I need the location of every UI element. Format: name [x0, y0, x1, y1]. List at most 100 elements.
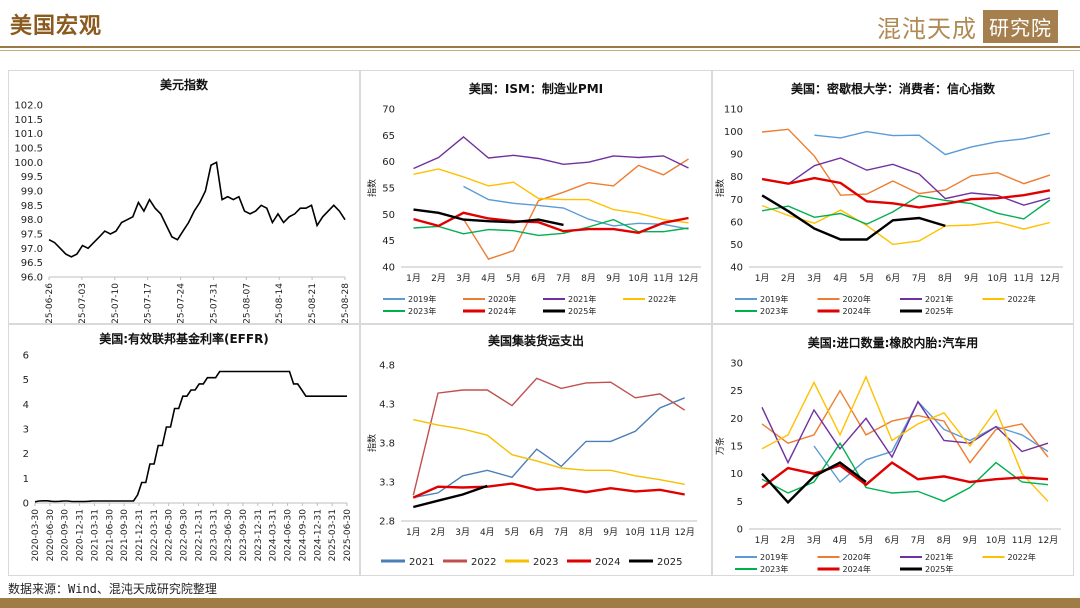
- x-tick-label: 11月: [653, 273, 673, 284]
- chart-title: 美国：ISM：制造业PMI: [469, 81, 603, 96]
- legend-label: 2020年: [488, 294, 516, 304]
- y-tick-label: 99.5: [21, 172, 43, 183]
- series-line: [413, 208, 564, 227]
- header: 美国宏观 混沌天成 研究院: [0, 0, 1080, 48]
- legend-label: 2022年: [1008, 294, 1036, 304]
- y-tick-label: 15: [730, 442, 743, 453]
- x-tick-label: 2021-03-31: [90, 509, 100, 561]
- x-tick-label: 2025-06-26: [45, 283, 55, 323]
- x-tick-label: 10月: [625, 527, 645, 538]
- series-line: [412, 482, 685, 499]
- x-tick-label: 2023-12-31: [254, 509, 264, 561]
- series-line: [413, 168, 689, 224]
- series-line: [761, 194, 946, 241]
- x-tick-label: 5月: [859, 535, 874, 546]
- x-tick-label: 12月: [674, 527, 694, 538]
- series-line: [48, 161, 346, 258]
- legend-label: 2025年: [925, 306, 953, 316]
- legend-label: 2022: [471, 557, 496, 568]
- x-tick-label: 9月: [603, 527, 618, 538]
- legend-label: 2019年: [760, 294, 788, 304]
- x-tick-label: 8月: [579, 527, 594, 538]
- footer-bar: [0, 598, 1080, 608]
- x-tick-label: 3月: [807, 535, 822, 546]
- x-tick-label: 4月: [833, 535, 848, 546]
- x-tick-label: 5月: [505, 527, 520, 538]
- series-line: [761, 400, 1049, 465]
- x-tick-label: 2022-06-30: [165, 509, 175, 562]
- legend-label: 2024年: [843, 564, 871, 574]
- x-tick-label: 6月: [529, 527, 544, 538]
- header-divider-thin: [0, 50, 1080, 51]
- legend-label: 2025: [657, 557, 682, 568]
- x-tick-label: 12月: [678, 273, 698, 284]
- series-line: [413, 397, 685, 499]
- x-tick-label: 1月: [406, 273, 421, 284]
- container-freight-chart: 美国集装货运支出 4.8 4.3 3.8 3.3 2.8 指数 1月 2月 3月 4月 5月 6月 7月 8…: [366, 333, 697, 568]
- y-tick-label: 0: [23, 499, 29, 510]
- y-tick-label: 3.8: [379, 439, 395, 450]
- x-tick-label: 3月: [456, 273, 471, 284]
- x-tick-label: 4月: [833, 273, 848, 284]
- series-line: [413, 211, 689, 235]
- x-tick-label: 5月: [506, 273, 521, 284]
- y-tick-label: 97.0: [21, 244, 43, 255]
- x-tick-label: 2020-03-30: [31, 509, 41, 562]
- x-tick-label: 7月: [911, 535, 926, 546]
- x-tick-label: 4月: [481, 273, 496, 284]
- x-tick-label: 12月: [1038, 535, 1058, 546]
- series-line: [761, 441, 1049, 503]
- y-tick-label: 99.0: [21, 187, 43, 198]
- chart-title: 美国集装货运支出: [488, 333, 584, 348]
- x-tick-label: 2月: [781, 273, 796, 284]
- y-tick-label: 102.0: [14, 101, 43, 112]
- x-tick-label: 10月: [628, 273, 648, 284]
- series-line: [34, 370, 347, 503]
- y-tick-label: 6: [23, 351, 29, 362]
- y-tick-label: 10: [730, 469, 743, 480]
- usd-index-chart: 美元指数 102.0 101.5 101.0 100.5 100.0 99.5 99.0 98.…: [14, 77, 351, 323]
- x-tick-label: 4月: [480, 527, 495, 538]
- y-tick-label: 60: [382, 157, 395, 168]
- series-line: [413, 484, 488, 509]
- x-tick-label: 2025-07-31: [209, 283, 219, 323]
- x-tick-label: 8月: [937, 535, 952, 546]
- x-tick-label: 6月: [886, 273, 901, 284]
- y-tick-label: 45: [382, 236, 395, 247]
- series-line: [814, 130, 1051, 156]
- series-line: [413, 418, 685, 485]
- x-tick-label: 2024-06-30: [284, 509, 294, 562]
- legend-label: 2022年: [1008, 552, 1036, 562]
- x-tick-label: 10月: [987, 273, 1007, 284]
- x-tick-label: 2023-03-31: [209, 509, 219, 561]
- legend-label: 2019年: [408, 294, 436, 304]
- y-tick-label: 5: [23, 375, 29, 386]
- legend-label: 2023年: [760, 564, 788, 574]
- y-tick-label: 0: [737, 525, 743, 536]
- x-tick-label: 7月: [912, 273, 927, 284]
- x-tick-label: 7月: [556, 273, 571, 284]
- series-line: [412, 377, 686, 496]
- series-line: [761, 389, 1049, 464]
- y-tick-label: 4.3: [379, 400, 395, 411]
- y-tick-label: 3: [23, 425, 29, 436]
- header-divider: [0, 46, 1080, 48]
- legend-label: 2023年: [760, 306, 788, 316]
- y-tick-label: 30: [730, 359, 743, 370]
- chart-grid: 美元指数 102.0 101.5 101.0 100.5 100.0 99.5 99.0 98.…: [8, 70, 1074, 576]
- panel-tire-imports: 美国:进口数量:橡胶内胎:汽车用 30 25 20 15 10 5 0 万条 1月 2月 3月 4月 5月…: [712, 324, 1074, 576]
- x-tick-label: 2月: [431, 273, 446, 284]
- y-tick-label: 110: [724, 105, 743, 116]
- brand-badge: 研究院: [983, 10, 1058, 43]
- series-line: [761, 461, 867, 505]
- x-tick-label: 2021-09-30: [120, 509, 130, 562]
- legend-label: 2020年: [843, 552, 871, 562]
- legend-label: 2021年: [925, 552, 953, 562]
- y-tick-label: 4.8: [379, 361, 395, 372]
- y-tick-label: 1: [23, 474, 29, 485]
- y-tick-label: 60: [730, 217, 743, 228]
- panel-ism-pmi: 美国：ISM：制造业PMI 70 65 60 55 50 45 40 指数 1月 2月 3月 4月 5月 6…: [360, 70, 712, 324]
- y-tick-label: 101.0: [14, 129, 43, 140]
- chart-title: 美国:有效联邦基金利率(EFFR): [99, 331, 269, 346]
- x-tick-label: 2025-07-10: [111, 283, 121, 323]
